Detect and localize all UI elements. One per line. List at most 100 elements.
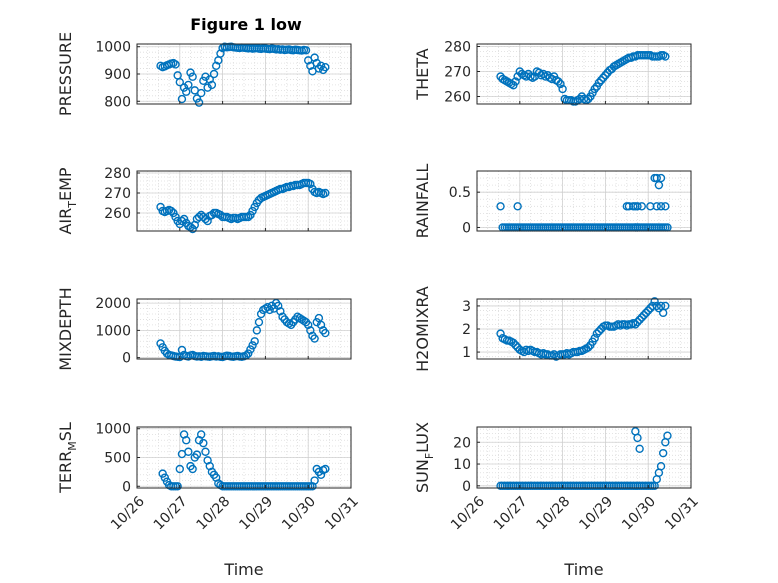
data-point: [182, 436, 191, 445]
data-point: [310, 53, 319, 62]
data-point: [633, 202, 642, 211]
data-point: [211, 61, 221, 71]
data-point: [173, 482, 182, 491]
figure-title: Figure 1 low: [190, 15, 302, 34]
y-axis-label: H2OMIXRA: [413, 286, 432, 372]
data-point: [156, 202, 165, 212]
y-axis-label: PRESSURE: [56, 32, 75, 116]
y-axis-label: MIXDEPTH: [56, 287, 75, 370]
data-point: [321, 464, 330, 474]
axes-box: [136, 170, 352, 232]
data-point: [641, 308, 651, 318]
x-tick-label: 10/26: [108, 493, 148, 533]
x-tick-label: 10/28: [194, 494, 234, 534]
data-point: [592, 329, 602, 338]
data-point: [207, 80, 217, 90]
data-point: [209, 69, 219, 79]
y-tick-label: 0: [462, 479, 471, 495]
y-axis-label: AIRTEMP: [56, 167, 79, 234]
y-tick-label: 900: [104, 67, 131, 83]
data-point: [184, 80, 193, 90]
data-point: [192, 94, 202, 103]
data-point: [248, 206, 257, 216]
y-tick-label: 270: [104, 186, 131, 202]
data-point: [594, 327, 604, 336]
y-axis-label: THETA: [413, 48, 432, 100]
data-point: [196, 430, 206, 439]
data-point: [179, 83, 189, 92]
x-tick-label: 10/29: [576, 494, 616, 534]
data-point: [656, 462, 666, 471]
data-point: [192, 450, 202, 459]
data-point: [661, 202, 670, 211]
y-tick-label: 1000: [95, 40, 131, 56]
data-point: [194, 98, 204, 107]
data-point: [274, 301, 283, 311]
data-point: [276, 307, 285, 316]
data-point: [158, 469, 167, 478]
data-point: [169, 208, 178, 218]
data-point: [203, 216, 212, 226]
y-tick-label: 2: [462, 322, 471, 338]
y-tick-label: 260: [444, 90, 471, 106]
data-point: [216, 49, 225, 58]
data-point: [177, 94, 187, 104]
x-tick-label: 10/30: [619, 494, 659, 534]
data-point: [594, 78, 604, 87]
data-point: [179, 214, 189, 224]
data-point: [306, 326, 315, 335]
data-point: [650, 297, 659, 306]
y-axis-label: RAINFALL: [413, 164, 432, 239]
data-point: [265, 305, 274, 315]
data-point: [252, 326, 262, 335]
data-point: [656, 202, 666, 211]
y-tick-label: 270: [444, 65, 471, 81]
data-point: [310, 476, 319, 485]
x-tick-label: 10/27: [491, 494, 531, 534]
data-point: [590, 334, 599, 343]
data-point: [201, 72, 210, 81]
data-point: [316, 320, 326, 330]
data-point: [188, 224, 197, 234]
data-point: [496, 329, 505, 338]
axes-box: [136, 298, 352, 360]
data-point: [601, 71, 610, 80]
data-point: [321, 328, 330, 338]
panel-4: 0 0.5 RAINFALL: [413, 164, 692, 239]
data-point: [631, 320, 640, 329]
data-point: [171, 60, 180, 69]
data-point: [199, 438, 208, 448]
data-point: [184, 447, 193, 456]
data-point: [250, 337, 259, 346]
data-point: [304, 320, 313, 330]
data-point: [554, 77, 563, 86]
y-axis-label: TERRMSL: [56, 422, 79, 494]
data-point: [244, 212, 253, 222]
data-point: [584, 94, 593, 104]
data-point: [246, 345, 255, 354]
y-tick-label: 0: [462, 220, 471, 236]
data-point: [171, 212, 180, 222]
axes-box: [476, 43, 692, 105]
data-point: [539, 69, 548, 79]
y-tick-label: 0: [122, 479, 131, 495]
data-point: [656, 173, 666, 183]
data-point: [321, 62, 330, 72]
data-point: [658, 448, 668, 458]
data-point: [513, 202, 522, 211]
data-point: [637, 313, 646, 322]
data-point: [661, 301, 670, 311]
data-point: [652, 301, 661, 311]
data-point: [306, 179, 315, 189]
data-point: [167, 206, 176, 216]
data-point: [637, 202, 646, 211]
data-point: [599, 73, 608, 82]
x-tick-label: 10/31: [322, 494, 362, 534]
panel-1: 800 900 1000 PRESSURE: [56, 32, 352, 116]
data-point: [244, 349, 253, 358]
data-point: [177, 345, 187, 355]
y-tick-label: 20: [453, 435, 471, 451]
data-point: [511, 340, 520, 350]
data-point: [310, 334, 319, 343]
